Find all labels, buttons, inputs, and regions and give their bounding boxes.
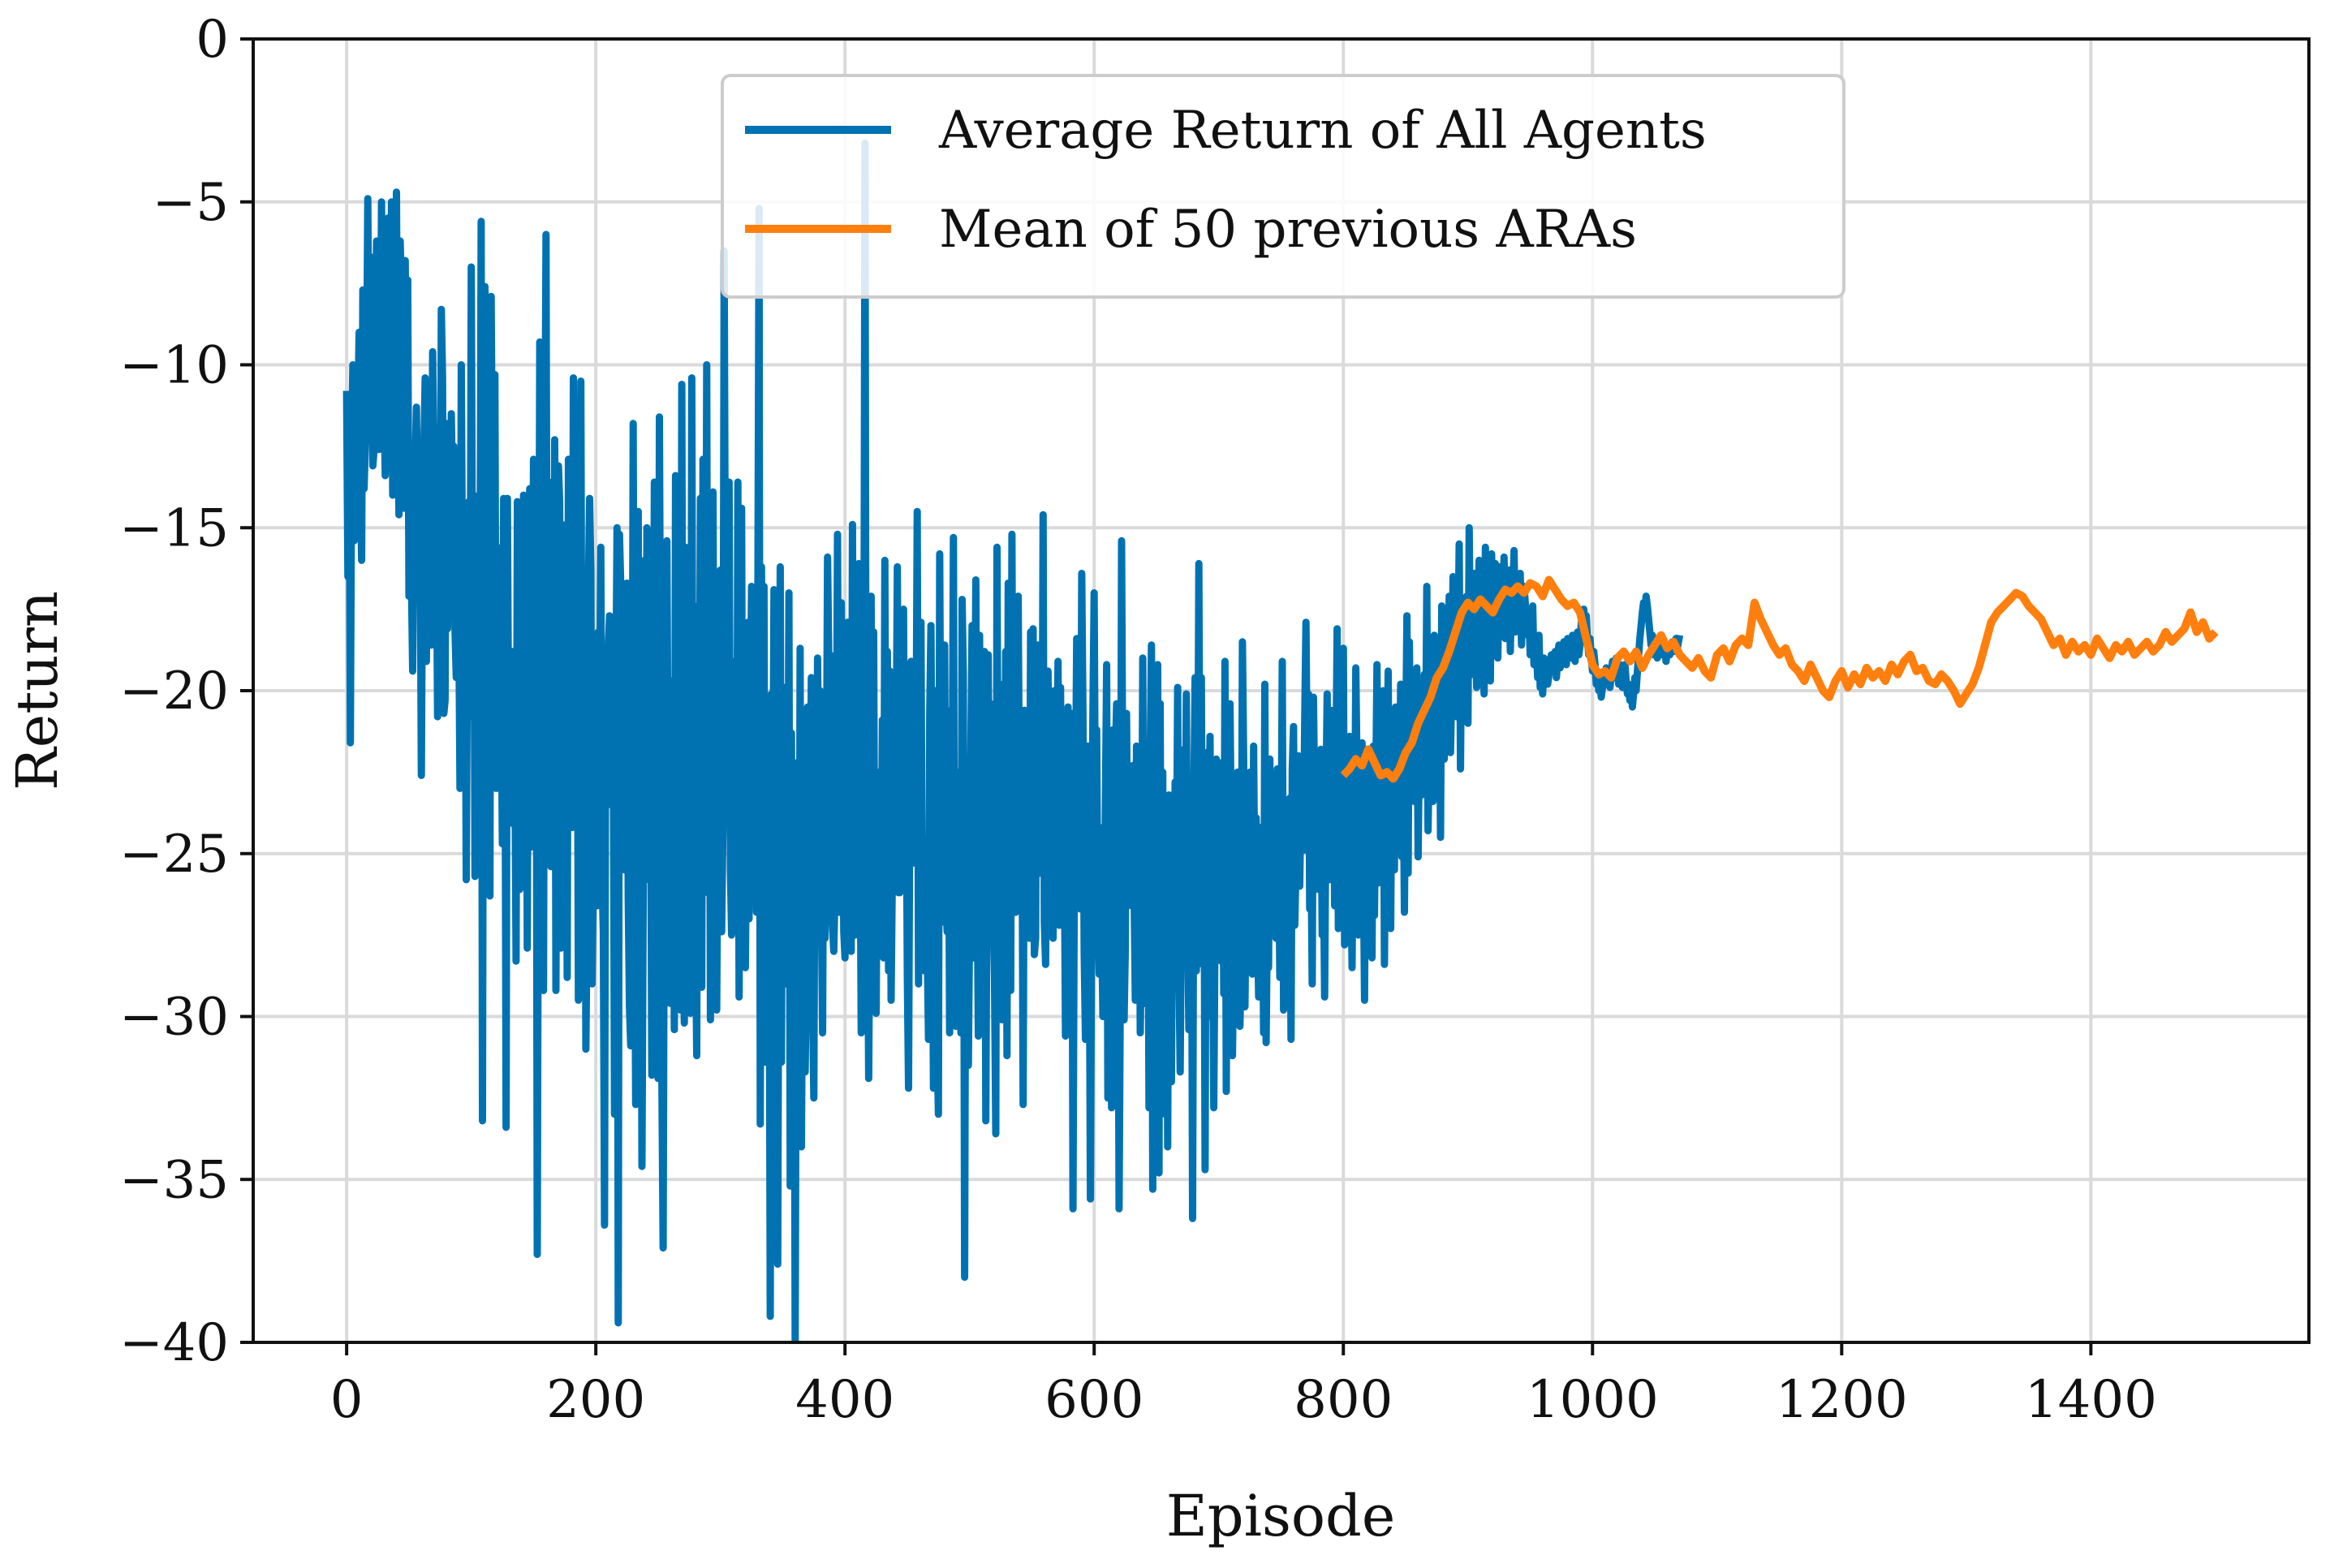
plot-area (342, 140, 2219, 1342)
x-axis: 0 200 400 600 800 1000 1200 1400 (330, 1342, 2157, 1430)
legend-label-mean-50: Mean of 50 previous ARAs (939, 200, 1637, 260)
y-tick-label: −20 (119, 661, 229, 722)
x-tick-label: 1400 (2025, 1370, 2157, 1430)
x-axis-label: Episode (1166, 1483, 1396, 1549)
x-tick-label: 600 (1044, 1370, 1143, 1430)
legend: Average Return of All Agents Mean of 50 … (721, 74, 1845, 299)
y-axis: 0 −5 −10 −15 −20 −25 −30 −35 −40 (119, 10, 253, 1373)
y-tick-label: −30 (119, 988, 229, 1048)
y-tick-label: −40 (119, 1313, 229, 1373)
y-tick-label: 0 (196, 10, 229, 70)
x-tick-label: 400 (795, 1370, 894, 1430)
x-tick-label: 200 (546, 1370, 645, 1430)
x-tick-label: 1000 (1527, 1370, 1659, 1430)
x-tick-label: 0 (330, 1370, 364, 1430)
y-tick-label: −5 (153, 173, 229, 233)
series-average-return-line (342, 140, 1684, 1342)
series-mean-50-line (1340, 575, 2219, 783)
legend-box (721, 74, 1845, 299)
y-tick-label: −25 (119, 825, 229, 885)
legend-label-average-return: Average Return of All Agents (938, 101, 1707, 161)
x-tick-label: 800 (1294, 1370, 1393, 1430)
y-axis-label: Return (4, 591, 71, 790)
y-tick-label: −10 (119, 336, 229, 396)
x-tick-label: 1200 (1776, 1370, 1908, 1430)
y-tick-label: −15 (119, 498, 229, 558)
y-tick-label: −35 (119, 1150, 229, 1210)
